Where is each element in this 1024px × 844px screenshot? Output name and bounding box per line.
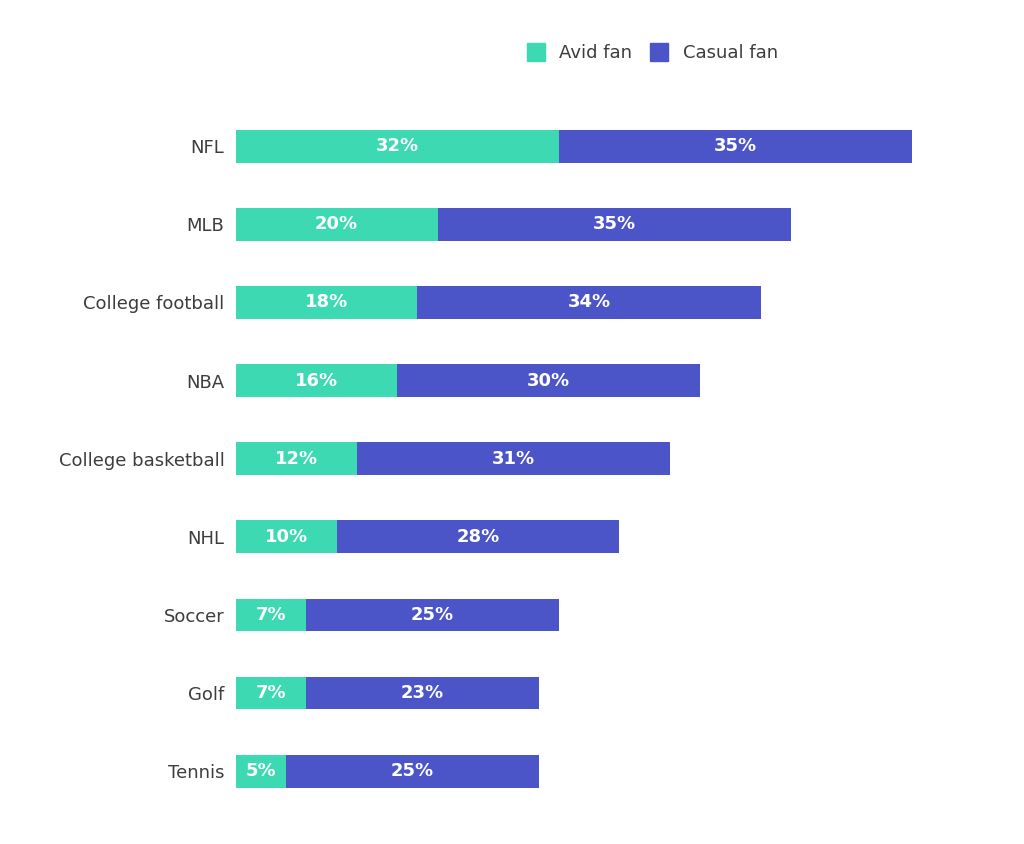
Text: 34%: 34% [567, 294, 610, 311]
Bar [236, 598, 306, 631]
Bar [559, 130, 912, 163]
Text: 5%: 5% [246, 762, 276, 780]
Bar [306, 677, 539, 710]
Text: 35%: 35% [714, 138, 757, 155]
Bar [356, 442, 670, 475]
Text: 28%: 28% [457, 528, 500, 546]
Bar [236, 130, 559, 163]
Text: 35%: 35% [593, 215, 636, 234]
Text: 25%: 25% [391, 762, 434, 780]
Bar [306, 598, 559, 631]
Bar [236, 442, 356, 475]
Bar [236, 755, 286, 787]
Text: 18%: 18% [305, 294, 348, 311]
Bar [437, 208, 792, 241]
Text: 31%: 31% [492, 450, 535, 468]
Text: 23%: 23% [400, 684, 444, 702]
Text: 32%: 32% [376, 138, 419, 155]
Text: 7%: 7% [256, 606, 286, 624]
Text: 16%: 16% [295, 371, 338, 390]
Legend: Avid fan, Casual fan: Avid fan, Casual fan [518, 34, 786, 71]
Text: 30%: 30% [527, 371, 570, 390]
Bar [418, 286, 761, 319]
Text: 7%: 7% [256, 684, 286, 702]
Bar [397, 365, 700, 397]
Bar [337, 521, 620, 554]
Text: 10%: 10% [264, 528, 307, 546]
Bar [236, 365, 397, 397]
Bar [236, 677, 306, 710]
Bar [236, 208, 437, 241]
Bar [286, 755, 539, 787]
Text: 20%: 20% [315, 215, 358, 234]
Text: 25%: 25% [411, 606, 454, 624]
Bar [236, 286, 418, 319]
Bar [236, 521, 337, 554]
Text: 12%: 12% [274, 450, 317, 468]
